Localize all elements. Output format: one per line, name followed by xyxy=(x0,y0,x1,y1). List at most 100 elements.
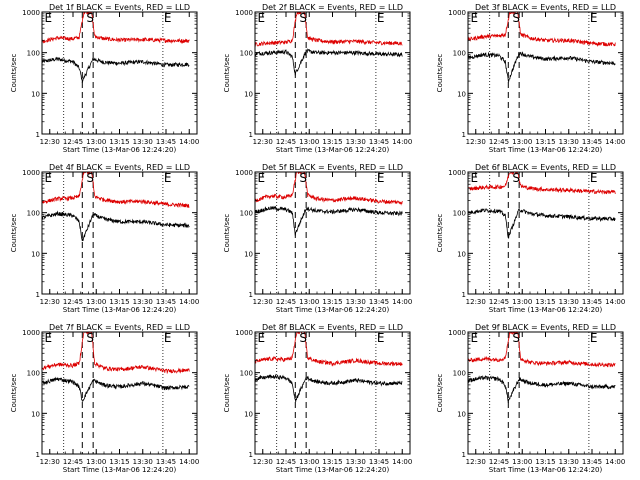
marker-label-e: E xyxy=(471,11,479,25)
x-tick-label: 12:45 xyxy=(489,138,509,146)
series-group xyxy=(255,172,403,236)
y-tick-label: 1 xyxy=(462,291,466,299)
series-line-lld xyxy=(42,332,190,375)
series-line-events xyxy=(42,56,190,83)
y-tick-label: 100 xyxy=(240,50,253,58)
plot-frame xyxy=(41,11,198,135)
x-tick-label: 12:30 xyxy=(253,458,273,466)
x-tick-label: 13:00 xyxy=(299,458,319,466)
x-tick-label: 12:45 xyxy=(63,138,83,146)
x-tick-label: 14:00 xyxy=(605,138,625,146)
x-tick-label: 13:15 xyxy=(322,298,342,306)
chart-panel-3: Det 3f BLACK = Events, RED = LLD 1 10 100 10… xyxy=(436,3,625,154)
x-tick-label: 13:00 xyxy=(86,298,106,306)
x-tick-label: 13:15 xyxy=(322,138,342,146)
x-tick-label: 13:30 xyxy=(346,138,366,146)
series-group xyxy=(468,332,616,403)
chart-panel-5: Det 5f BLACK = Events, RED = LLD 1 10 100 10… xyxy=(223,163,412,314)
x-axis-label: Start Time (13-Mar-06 12:24:20) xyxy=(489,306,603,314)
marker-label-e: E xyxy=(45,331,53,345)
y-tick-label: 10 xyxy=(31,250,40,258)
marker-label-e: E xyxy=(164,11,172,25)
marker-label-e: E xyxy=(377,331,385,345)
y-axis-label: Counts/sec xyxy=(10,54,18,93)
y-tick-label: 10 xyxy=(31,410,40,418)
y-tick-label: 1 xyxy=(462,451,466,459)
chart-title: Det 4f BLACK = Events, RED = LLD xyxy=(49,163,190,172)
x-tick-label: 13:45 xyxy=(582,138,602,146)
x-tick-label: 14:00 xyxy=(392,458,412,466)
y-tick-label: 100 xyxy=(27,210,40,218)
series-group xyxy=(42,12,190,83)
y-tick-label: 100 xyxy=(27,370,40,378)
x-tick-label: 13:15 xyxy=(535,298,555,306)
chart-title: Det 7f BLACK = Events, RED = LLD xyxy=(49,323,190,332)
x-tick-label: 13:00 xyxy=(299,298,319,306)
x-tick-label: 12:45 xyxy=(489,298,509,306)
marker-label-e: E xyxy=(45,11,53,25)
series-line-lld xyxy=(255,12,403,47)
y-tick-label: 1 xyxy=(249,131,253,139)
marker-label-e: E xyxy=(590,331,598,345)
x-tick-label: 12:30 xyxy=(466,458,486,466)
x-axis-label: Start Time (13-Mar-06 12:24:20) xyxy=(489,466,603,474)
x-tick-label: 13:45 xyxy=(369,138,389,146)
chart-title: Det 8f BLACK = Events, RED = LLD xyxy=(262,323,403,332)
x-tick-label: 13:30 xyxy=(133,138,153,146)
chart-title: Det 5f BLACK = Events, RED = LLD xyxy=(262,163,403,172)
y-tick-label: 100 xyxy=(453,370,466,378)
x-tick-label: 13:45 xyxy=(582,298,602,306)
y-tick-label: 10 xyxy=(244,90,253,98)
marker-label-s: S xyxy=(512,11,520,25)
chart-title: Det 6f BLACK = Events, RED = LLD xyxy=(475,163,616,172)
x-tick-label: 13:30 xyxy=(559,138,579,146)
plot-frame xyxy=(467,331,624,455)
x-tick-label: 12:45 xyxy=(489,458,509,466)
x-tick-label: 14:00 xyxy=(392,298,412,306)
y-tick-label: 1 xyxy=(36,451,40,459)
marker-label-e: E xyxy=(164,331,172,345)
series-line-lld xyxy=(255,332,403,367)
x-tick-label: 13:00 xyxy=(299,138,319,146)
y-axis-label: Counts/sec xyxy=(10,374,18,413)
x-tick-label: 12:30 xyxy=(253,298,273,306)
y-tick-label: 1000 xyxy=(235,9,253,17)
series-line-events xyxy=(255,48,403,76)
y-axis-label: Counts/sec xyxy=(436,214,444,253)
x-tick-label: 13:30 xyxy=(559,458,579,466)
series-line-events xyxy=(255,373,403,403)
y-tick-label: 1 xyxy=(36,291,40,299)
series-line-events xyxy=(42,210,190,242)
y-tick-label: 1000 xyxy=(448,329,466,337)
x-tick-label: 13:00 xyxy=(512,298,532,306)
series-group xyxy=(255,12,403,76)
plot-frame xyxy=(254,171,411,295)
marker-label-s: S xyxy=(512,331,520,345)
series-group xyxy=(255,332,403,403)
marker-label-e: E xyxy=(377,11,385,25)
series-group xyxy=(468,172,616,240)
x-tick-label: 13:00 xyxy=(86,138,106,146)
y-tick-label: 1 xyxy=(249,451,253,459)
y-tick-label: 1 xyxy=(249,291,253,299)
x-tick-label: 12:30 xyxy=(466,298,486,306)
marker-label-s: S xyxy=(86,171,94,185)
series-group xyxy=(42,172,190,242)
x-axis-label: Start Time (13-Mar-06 12:24:20) xyxy=(63,146,177,154)
y-tick-label: 1 xyxy=(36,131,40,139)
x-tick-label: 13:30 xyxy=(346,298,366,306)
y-axis-label: Counts/sec xyxy=(223,374,231,413)
x-tick-label: 13:45 xyxy=(156,458,176,466)
y-axis-label: Counts/sec xyxy=(436,374,444,413)
y-tick-label: 10 xyxy=(457,250,466,258)
x-tick-label: 12:30 xyxy=(40,458,60,466)
x-tick-label: 12:45 xyxy=(276,298,296,306)
plot-frame xyxy=(41,171,198,295)
x-tick-label: 12:30 xyxy=(40,298,60,306)
x-tick-label: 14:00 xyxy=(179,298,199,306)
series-line-events xyxy=(42,376,190,402)
marker-label-e: E xyxy=(471,331,479,345)
marker-label-e: E xyxy=(377,171,385,185)
x-tick-label: 13:45 xyxy=(156,138,176,146)
